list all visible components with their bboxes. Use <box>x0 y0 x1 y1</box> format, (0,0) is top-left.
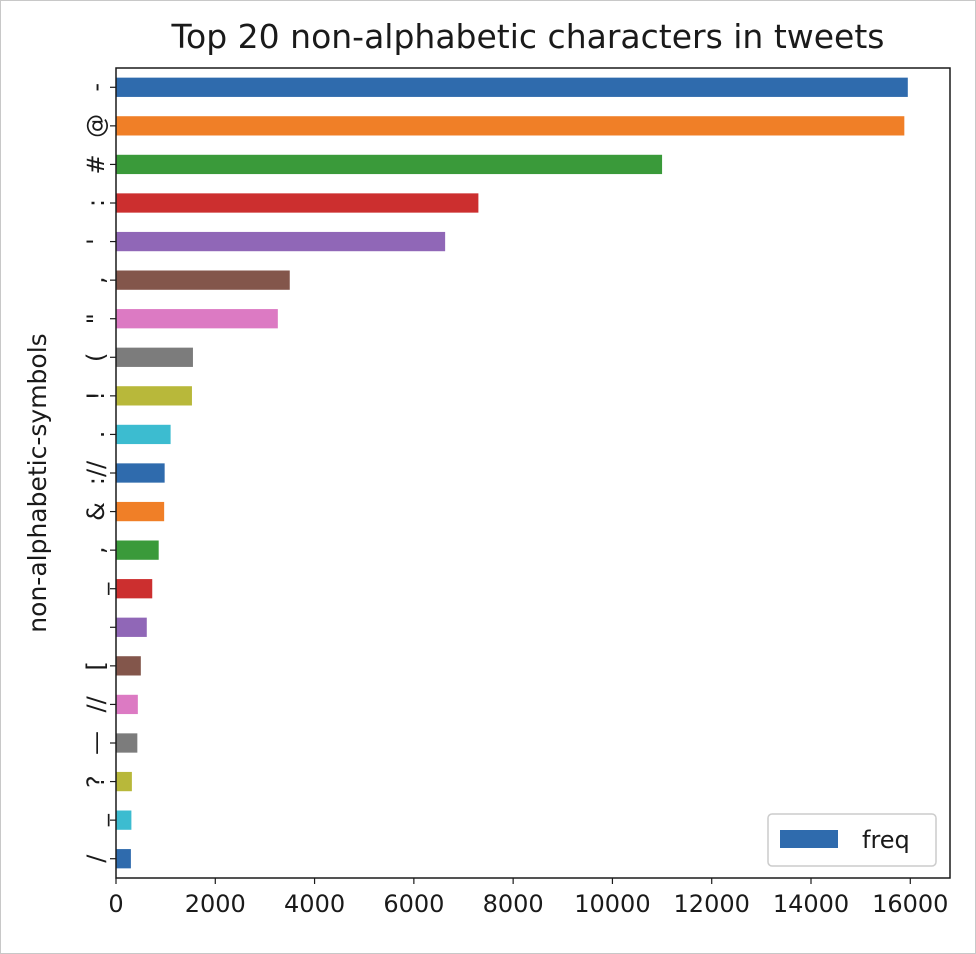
y-axis-label: non-alphabetic-symbols <box>23 333 52 632</box>
bar-14 <box>116 617 147 637</box>
bar-2 <box>116 154 663 175</box>
y-tick-label-6: " <box>82 313 110 324</box>
bar-6 <box>116 309 278 329</box>
bar-11 <box>116 501 165 522</box>
bar-12 <box>116 540 159 560</box>
y-tick-label-12: , <box>82 546 110 554</box>
y-tick-label-8: ! <box>82 391 110 401</box>
y-tick-label-2: # <box>82 154 110 174</box>
y-tick-label-18: ? <box>82 775 110 788</box>
bars <box>116 77 908 869</box>
y-tick-label-10: :// <box>82 460 110 485</box>
x-tick-label-0: 0 <box>108 890 123 918</box>
y-tick-label-1: @ <box>82 114 110 138</box>
y-tick-label-13: _ <box>82 582 110 596</box>
y-tick-label-20: / <box>82 854 110 863</box>
bar-20 <box>116 849 131 869</box>
x-tick-label-3: 6000 <box>383 890 444 918</box>
bar-17 <box>116 733 138 753</box>
y-tick-label-17: — <box>82 731 110 755</box>
bar-5 <box>116 270 290 290</box>
legend-swatch-freq <box>780 830 838 848</box>
bar-19 <box>116 810 132 830</box>
bar-8 <box>116 386 192 406</box>
y-tick-label-0: - <box>82 83 110 92</box>
x-tick-label-2: 4000 <box>284 890 345 918</box>
x-tick-label-8: 16000 <box>872 890 948 918</box>
y-tick-label-5: , <box>82 276 110 284</box>
x-tick-label-6: 12000 <box>674 890 750 918</box>
bar-3 <box>116 193 479 213</box>
y-tick-label-16: // <box>82 695 110 712</box>
x-tick-label-1: 2000 <box>185 890 246 918</box>
x-tick-label-5: 10000 <box>574 890 650 918</box>
y-tick-label-19: _ <box>82 813 110 827</box>
bar-10 <box>116 463 165 483</box>
x-tick-label-4: 8000 <box>483 890 544 918</box>
bar-18 <box>116 771 132 792</box>
bar-4 <box>116 231 446 252</box>
y-tick-label-15: [ <box>82 661 110 670</box>
legend-label-freq: freq <box>862 826 910 854</box>
bar-16 <box>116 694 138 715</box>
chart-title: Top 20 non-alphabetic characters in twee… <box>171 17 885 56</box>
y-tick-label-7: ( <box>82 353 110 362</box>
plot-area-border <box>115 67 951 879</box>
bar-13 <box>116 579 153 599</box>
legend: freq <box>767 813 937 867</box>
bar-7 <box>116 347 193 367</box>
y-tick-label-11: & <box>82 502 110 521</box>
bar-15 <box>116 656 141 676</box>
x-axis-ticks: 0 2000 4000 6000 8000 10000 12000 14000 16000 <box>108 878 948 918</box>
y-tick-label-9: . <box>82 431 110 439</box>
y-tick-label-3: : <box>82 199 110 207</box>
y-tick-label-4: ' <box>82 238 110 245</box>
bar-1 <box>116 116 905 136</box>
x-tick-label-7: 14000 <box>773 890 849 918</box>
y-axis-ticks: - @ #: ', " (!. :// &, _ [ // —? _ / <box>82 83 116 863</box>
bar-0 <box>116 77 908 97</box>
bar-9 <box>116 424 171 445</box>
legend-box <box>767 813 937 867</box>
